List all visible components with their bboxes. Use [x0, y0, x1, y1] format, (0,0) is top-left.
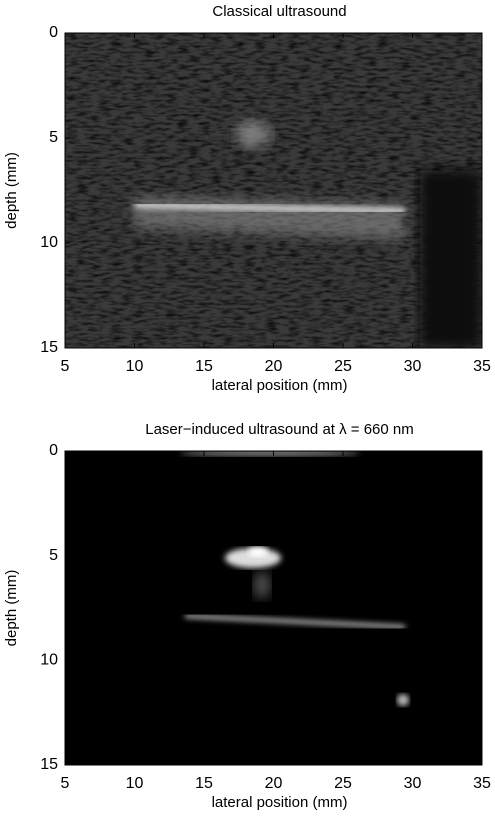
y-tick-label: 10 [40, 234, 58, 251]
x-axis-label: lateral position (mm) [212, 794, 348, 811]
x-tick-label: 35 [473, 358, 491, 375]
x-tick-label: 15 [195, 775, 213, 792]
y-axis-label: depth (mm) [3, 152, 20, 229]
y-tick-label: 5 [49, 129, 58, 146]
x-tick-label: 30 [404, 358, 422, 375]
photoacoustic-image [65, 451, 482, 765]
y-axis-label: depth (mm) [3, 570, 20, 647]
x-tick-label: 25 [334, 775, 352, 792]
ultrasound-image [65, 33, 482, 348]
x-tick-label: 25 [334, 358, 352, 375]
y-tick-label: 10 [40, 652, 58, 669]
x-tick-label: 5 [61, 358, 70, 375]
y-tick-label: 5 [49, 547, 58, 564]
x-tick-label: 30 [404, 775, 422, 792]
x-tick-label: 10 [126, 358, 144, 375]
x-tick-label: 35 [473, 775, 491, 792]
x-tick-label: 20 [265, 775, 283, 792]
x-tick-label: 20 [265, 358, 283, 375]
x-tick-label: 15 [195, 358, 213, 375]
x-axis-label: lateral position (mm) [212, 377, 348, 394]
chart-title: Laser−induced ultrasound at λ = 660 nm [145, 421, 414, 438]
y-tick-label: 15 [40, 339, 58, 356]
y-tick-label: 0 [49, 24, 58, 41]
x-tick-label: 5 [61, 775, 70, 792]
chart-title: Classical ultrasound [212, 3, 346, 20]
y-tick-label: 0 [49, 442, 58, 459]
x-tick-label: 10 [126, 775, 144, 792]
y-tick-label: 15 [40, 756, 58, 773]
